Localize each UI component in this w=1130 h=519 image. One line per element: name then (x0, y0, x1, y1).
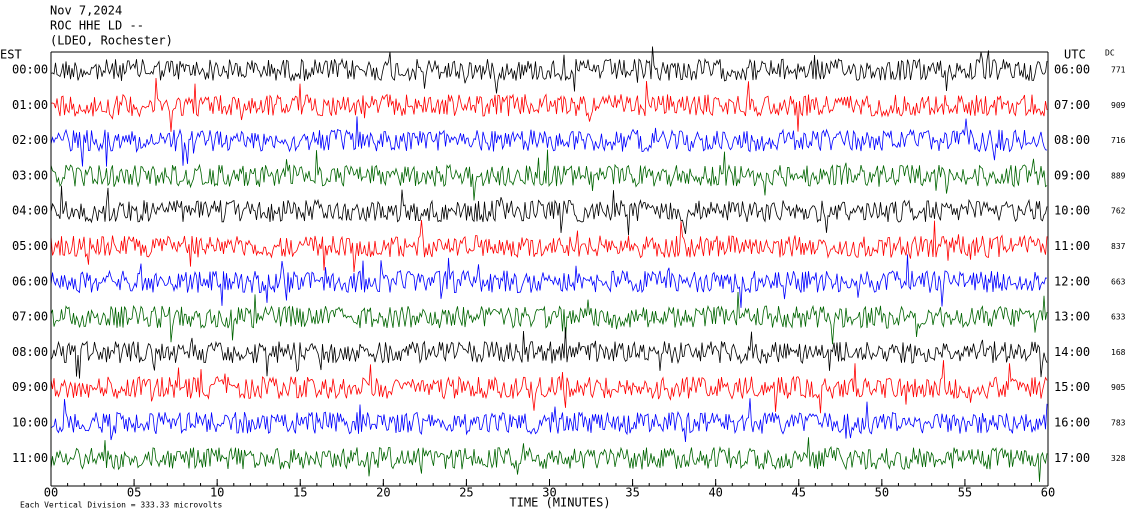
title-line: ROC HHE LD -- (50, 19, 144, 33)
utc-label: 16:00 (1054, 416, 1090, 430)
footnote: Each Vertical Division = 333.33 microvol… (20, 501, 222, 510)
x-tick-label: 25 (459, 486, 473, 500)
est-label: 00:00 (12, 63, 48, 77)
utc-label: 11:00 (1054, 239, 1090, 253)
traces (50, 46, 1048, 482)
est-label: 09:00 (12, 380, 48, 394)
x-tick-label: 00 (44, 486, 58, 500)
utc-header: UTC (1064, 48, 1086, 62)
trace (50, 291, 1048, 345)
x-tick-label: 20 (376, 486, 390, 500)
x-tick-label: 60 (1041, 486, 1055, 500)
est-label: 02:00 (12, 133, 48, 147)
x-tick-label: 30 (542, 486, 556, 500)
utc-label: 10:00 (1054, 204, 1090, 218)
trace (50, 327, 1048, 379)
x-tick-label: 45 (792, 486, 806, 500)
utc-label: 08:00 (1054, 133, 1090, 147)
est-label: 03:00 (12, 168, 48, 182)
est-label: 11:00 (12, 451, 48, 465)
trace (50, 254, 1048, 308)
utc-label: 09:00 (1054, 168, 1090, 182)
dc-value: 328 (1111, 454, 1126, 463)
trace (50, 398, 1048, 443)
trace (50, 116, 1048, 167)
trace (50, 219, 1048, 273)
dc-value: 716 (1111, 136, 1126, 145)
est-label: 10:00 (12, 416, 48, 430)
dc-value: 909 (1111, 101, 1126, 110)
est-label: 08:00 (12, 345, 48, 359)
est-label: 06:00 (12, 274, 48, 288)
x-tick-label: 55 (958, 486, 972, 500)
trace (50, 360, 1048, 414)
utc-label: 17:00 (1054, 451, 1090, 465)
dc-value: 633 (1111, 313, 1126, 322)
dc-value: 762 (1111, 207, 1126, 216)
est-label: 04:00 (12, 204, 48, 218)
utc-label: 15:00 (1054, 380, 1090, 394)
dc-value: 889 (1111, 171, 1126, 180)
dc-value: 837 (1111, 242, 1126, 251)
est-label: 07:00 (12, 310, 48, 324)
dc-value: 905 (1111, 383, 1126, 392)
title-line: (LDEO, Rochester) (50, 34, 173, 48)
trace (50, 437, 1048, 482)
utc-label: 07:00 (1054, 98, 1090, 112)
utc-label: 06:00 (1054, 63, 1090, 77)
title-line: Nov 7,2024 (50, 4, 122, 18)
utc-label: 13:00 (1054, 310, 1090, 324)
dc-value: 783 (1111, 419, 1126, 428)
dc-value: 663 (1111, 277, 1126, 286)
x-tick-label: 50 (875, 486, 889, 500)
x-tick-label: 05 (127, 486, 141, 500)
x-tick-label: 35 (625, 486, 639, 500)
dc-value: 168 (1111, 348, 1126, 357)
x-axis-label: TIME (MINUTES) (509, 496, 610, 510)
utc-label: 14:00 (1054, 345, 1090, 359)
utc-label: 12:00 (1054, 274, 1090, 288)
trace (50, 185, 1048, 236)
dc-value: 771 (1111, 66, 1126, 75)
dc-header: DC (1105, 49, 1115, 58)
x-tick-label: 15 (293, 486, 307, 500)
trace (50, 77, 1048, 132)
est-label: 05:00 (12, 239, 48, 253)
est-header: EST (0, 48, 22, 62)
est-label: 01:00 (12, 98, 48, 112)
x-tick-label: 10 (210, 486, 224, 500)
trace (50, 46, 1048, 94)
x-tick-label: 40 (708, 486, 722, 500)
trace (50, 149, 1048, 201)
